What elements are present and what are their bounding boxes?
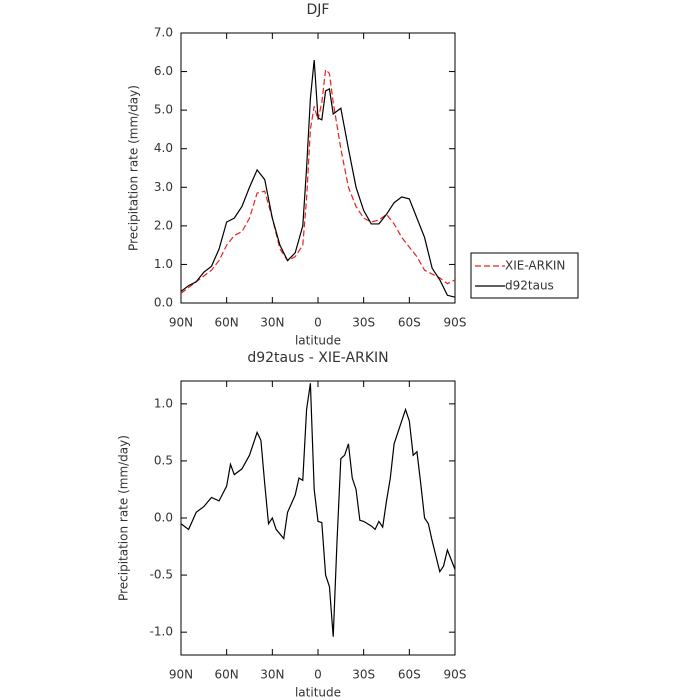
x-tick-label: 30S bbox=[352, 668, 375, 682]
x-tick-label: 90N bbox=[169, 316, 193, 330]
x-tick-label: 0 bbox=[314, 668, 322, 682]
y-tick-label: 0.5 bbox=[154, 453, 173, 467]
legend-label: XIE-ARKIN bbox=[505, 259, 565, 273]
y-tick-label: -1.0 bbox=[150, 625, 173, 639]
y-tick-label: 2.0 bbox=[154, 218, 173, 232]
y-tick-label: 6.0 bbox=[154, 64, 173, 78]
y-tick-label: -0.5 bbox=[150, 568, 173, 582]
y-tick-label: 1.0 bbox=[154, 257, 173, 271]
x-tick-label: 60N bbox=[215, 668, 239, 682]
y-axis-label: Precipitation rate (mm/day) bbox=[117, 435, 131, 601]
x-tick-label: 60S bbox=[398, 316, 421, 330]
y-tick-label: 0.0 bbox=[154, 511, 173, 525]
data-line bbox=[180, 59, 456, 298]
y-tick-label: 0.0 bbox=[154, 296, 173, 310]
x-tick-label: 0 bbox=[314, 316, 322, 330]
data-line bbox=[180, 68, 456, 294]
x-axis-label: latitude bbox=[295, 686, 341, 700]
plot-frame bbox=[180, 32, 456, 304]
y-axis-label: Precipitation rate (mm/day) bbox=[127, 85, 141, 251]
x-tick-label: 30N bbox=[260, 316, 284, 330]
y-tick-label: 3.0 bbox=[154, 180, 173, 194]
x-tick-label: 60N bbox=[215, 316, 239, 330]
legend: XIE-ARKIN d92taus bbox=[470, 252, 579, 299]
chart-title: d92taus - XIE-ARKIN bbox=[247, 350, 388, 366]
legend-frame bbox=[470, 252, 579, 299]
y-tick-label: 1.0 bbox=[154, 396, 173, 410]
y-tick-label: 4.0 bbox=[154, 141, 173, 155]
y-tick-label: 7.0 bbox=[154, 26, 173, 40]
chart-title: DJF bbox=[307, 2, 330, 18]
x-tick-label: 30S bbox=[352, 316, 375, 330]
x-tick-label: 90N bbox=[169, 668, 193, 682]
x-tick-label: 30N bbox=[260, 668, 284, 682]
x-tick-label: 60S bbox=[398, 668, 421, 682]
x-tick-label: 90S bbox=[444, 316, 467, 330]
x-axis-label: latitude bbox=[295, 334, 341, 348]
y-tick-label: 5.0 bbox=[154, 103, 173, 117]
legend-label: d92taus bbox=[505, 279, 554, 293]
x-tick-label: 90S bbox=[444, 668, 467, 682]
data-line bbox=[180, 383, 456, 637]
